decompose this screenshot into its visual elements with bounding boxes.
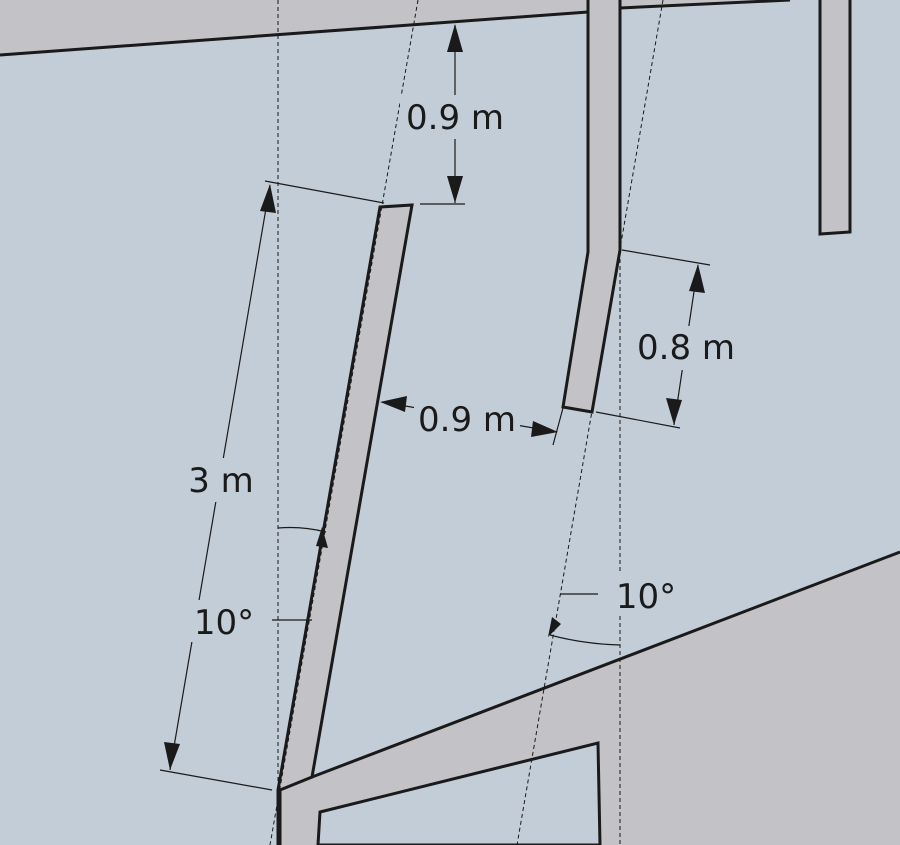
guide-inclined-right <box>516 0 664 845</box>
angle-right-label-bg <box>610 574 680 616</box>
dim-left-arrow-up <box>260 184 276 213</box>
dim-top-gap-label-bg <box>400 95 510 139</box>
bottom-diagonal-edge <box>311 550 900 779</box>
dim-left-ext-bottom <box>159 769 273 791</box>
top-wall-edge <box>0 10 589 57</box>
dim-right-ext-bottom <box>595 411 681 429</box>
right-vertical-wall <box>818 0 852 236</box>
bottom-room <box>316 741 602 845</box>
dim-right-arrow-up <box>689 264 705 293</box>
dim-left-ext-top <box>264 180 385 204</box>
dim-mid-gap-arrow-right <box>531 421 558 437</box>
bottom-right-wall-area <box>280 552 900 845</box>
angle-right-arrow <box>548 617 561 637</box>
dim-mid-gap-arrow-left <box>380 396 407 412</box>
dim-left-arrow-down <box>164 742 180 770</box>
angle-left-label: 10° <box>194 603 254 643</box>
dim-left-label-bg <box>180 458 256 502</box>
angle-left-label-bg <box>190 600 258 642</box>
dim-right-arrow-down <box>666 398 682 425</box>
dim-left-label: 3 m <box>188 461 254 501</box>
dim-top-gap-label: 0.9 m <box>406 98 504 138</box>
dim-mid-gap-ext <box>552 407 564 446</box>
angle-right-arc <box>549 634 621 646</box>
dim-right-ext-top <box>621 249 711 266</box>
dim-top-gap-arrow-down <box>447 176 463 203</box>
angle-left-arc <box>277 526 327 533</box>
dim-right-label-bg <box>632 326 738 370</box>
dim-mid-gap-label: 0.9 m <box>418 400 516 440</box>
top-wall-edge-right <box>619 0 791 10</box>
top-wall-band <box>0 0 796 55</box>
center-wall <box>561 0 622 414</box>
dim-top-gap-arrow-up <box>447 24 463 52</box>
dim-right-label: 0.8 m <box>637 328 735 368</box>
angle-left-arrow <box>316 527 328 548</box>
guide-inclined-left <box>269 0 419 845</box>
angle-right-label: 10° <box>616 577 676 617</box>
dim-mid-gap-label-bg <box>414 397 520 441</box>
